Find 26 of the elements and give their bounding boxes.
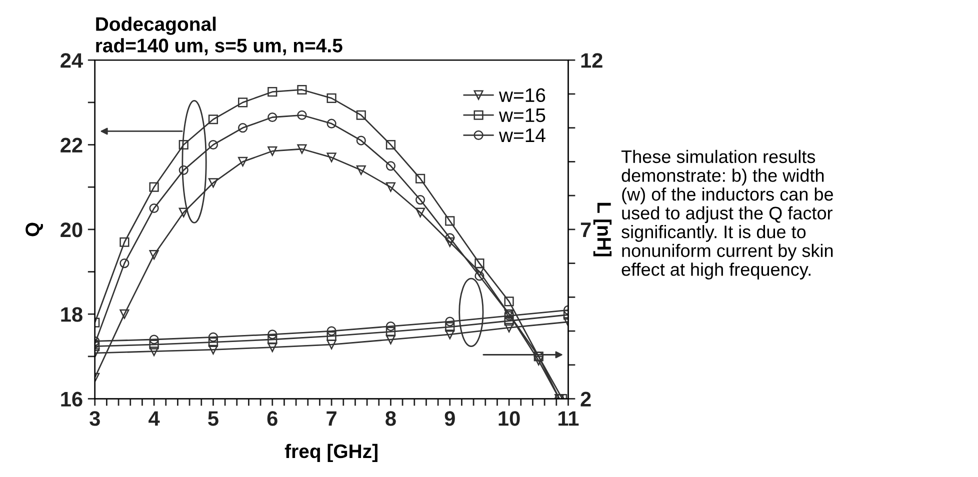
y2-axis-title: L [nH] — [593, 202, 612, 256]
x-axis-title: freq [GHz] — [284, 444, 378, 462]
x-tick-label: 10 — [498, 411, 520, 426]
x-tick-label: 9 — [444, 411, 455, 426]
y2-tick-label: 12 — [581, 53, 602, 68]
y2-tick-label: 2 — [580, 392, 591, 406]
chart-subtitle: rad=140 um, s=5 um, n=4.5 — [96, 38, 342, 56]
x-tick-label: 8 — [386, 411, 396, 426]
legend-label: w=16 — [498, 88, 546, 102]
y-tick-label: 16 — [61, 392, 82, 407]
y-tick-label: 22 — [60, 138, 82, 152]
legend-label: w=14 — [498, 128, 546, 142]
y-tick-label: 20 — [60, 222, 82, 238]
y-tick-label: 24 — [60, 53, 83, 68]
y-axis-title: Q — [26, 222, 44, 236]
x-tick-label: 6 — [267, 411, 278, 426]
x-tick-label: 4 — [148, 411, 160, 426]
x-tick-label: 5 — [208, 411, 218, 426]
legend-label: w=15 — [498, 108, 546, 122]
chart-title: Dodecagonal — [96, 16, 216, 35]
y-tick-label: 18 — [61, 307, 82, 322]
x-tick-label: 11 — [558, 411, 579, 426]
y2-tick-label: 7 — [580, 222, 591, 237]
text: These simulation results demonstrate: b) the width (w) of the inductors can be used to adjust the Q factor significantly. It is due to nonuniform current by skin effect at high frequency. — [621, 150, 833, 280]
x-tick-label: 7 — [326, 411, 336, 426]
x-tick-label: 3 — [90, 411, 100, 426]
